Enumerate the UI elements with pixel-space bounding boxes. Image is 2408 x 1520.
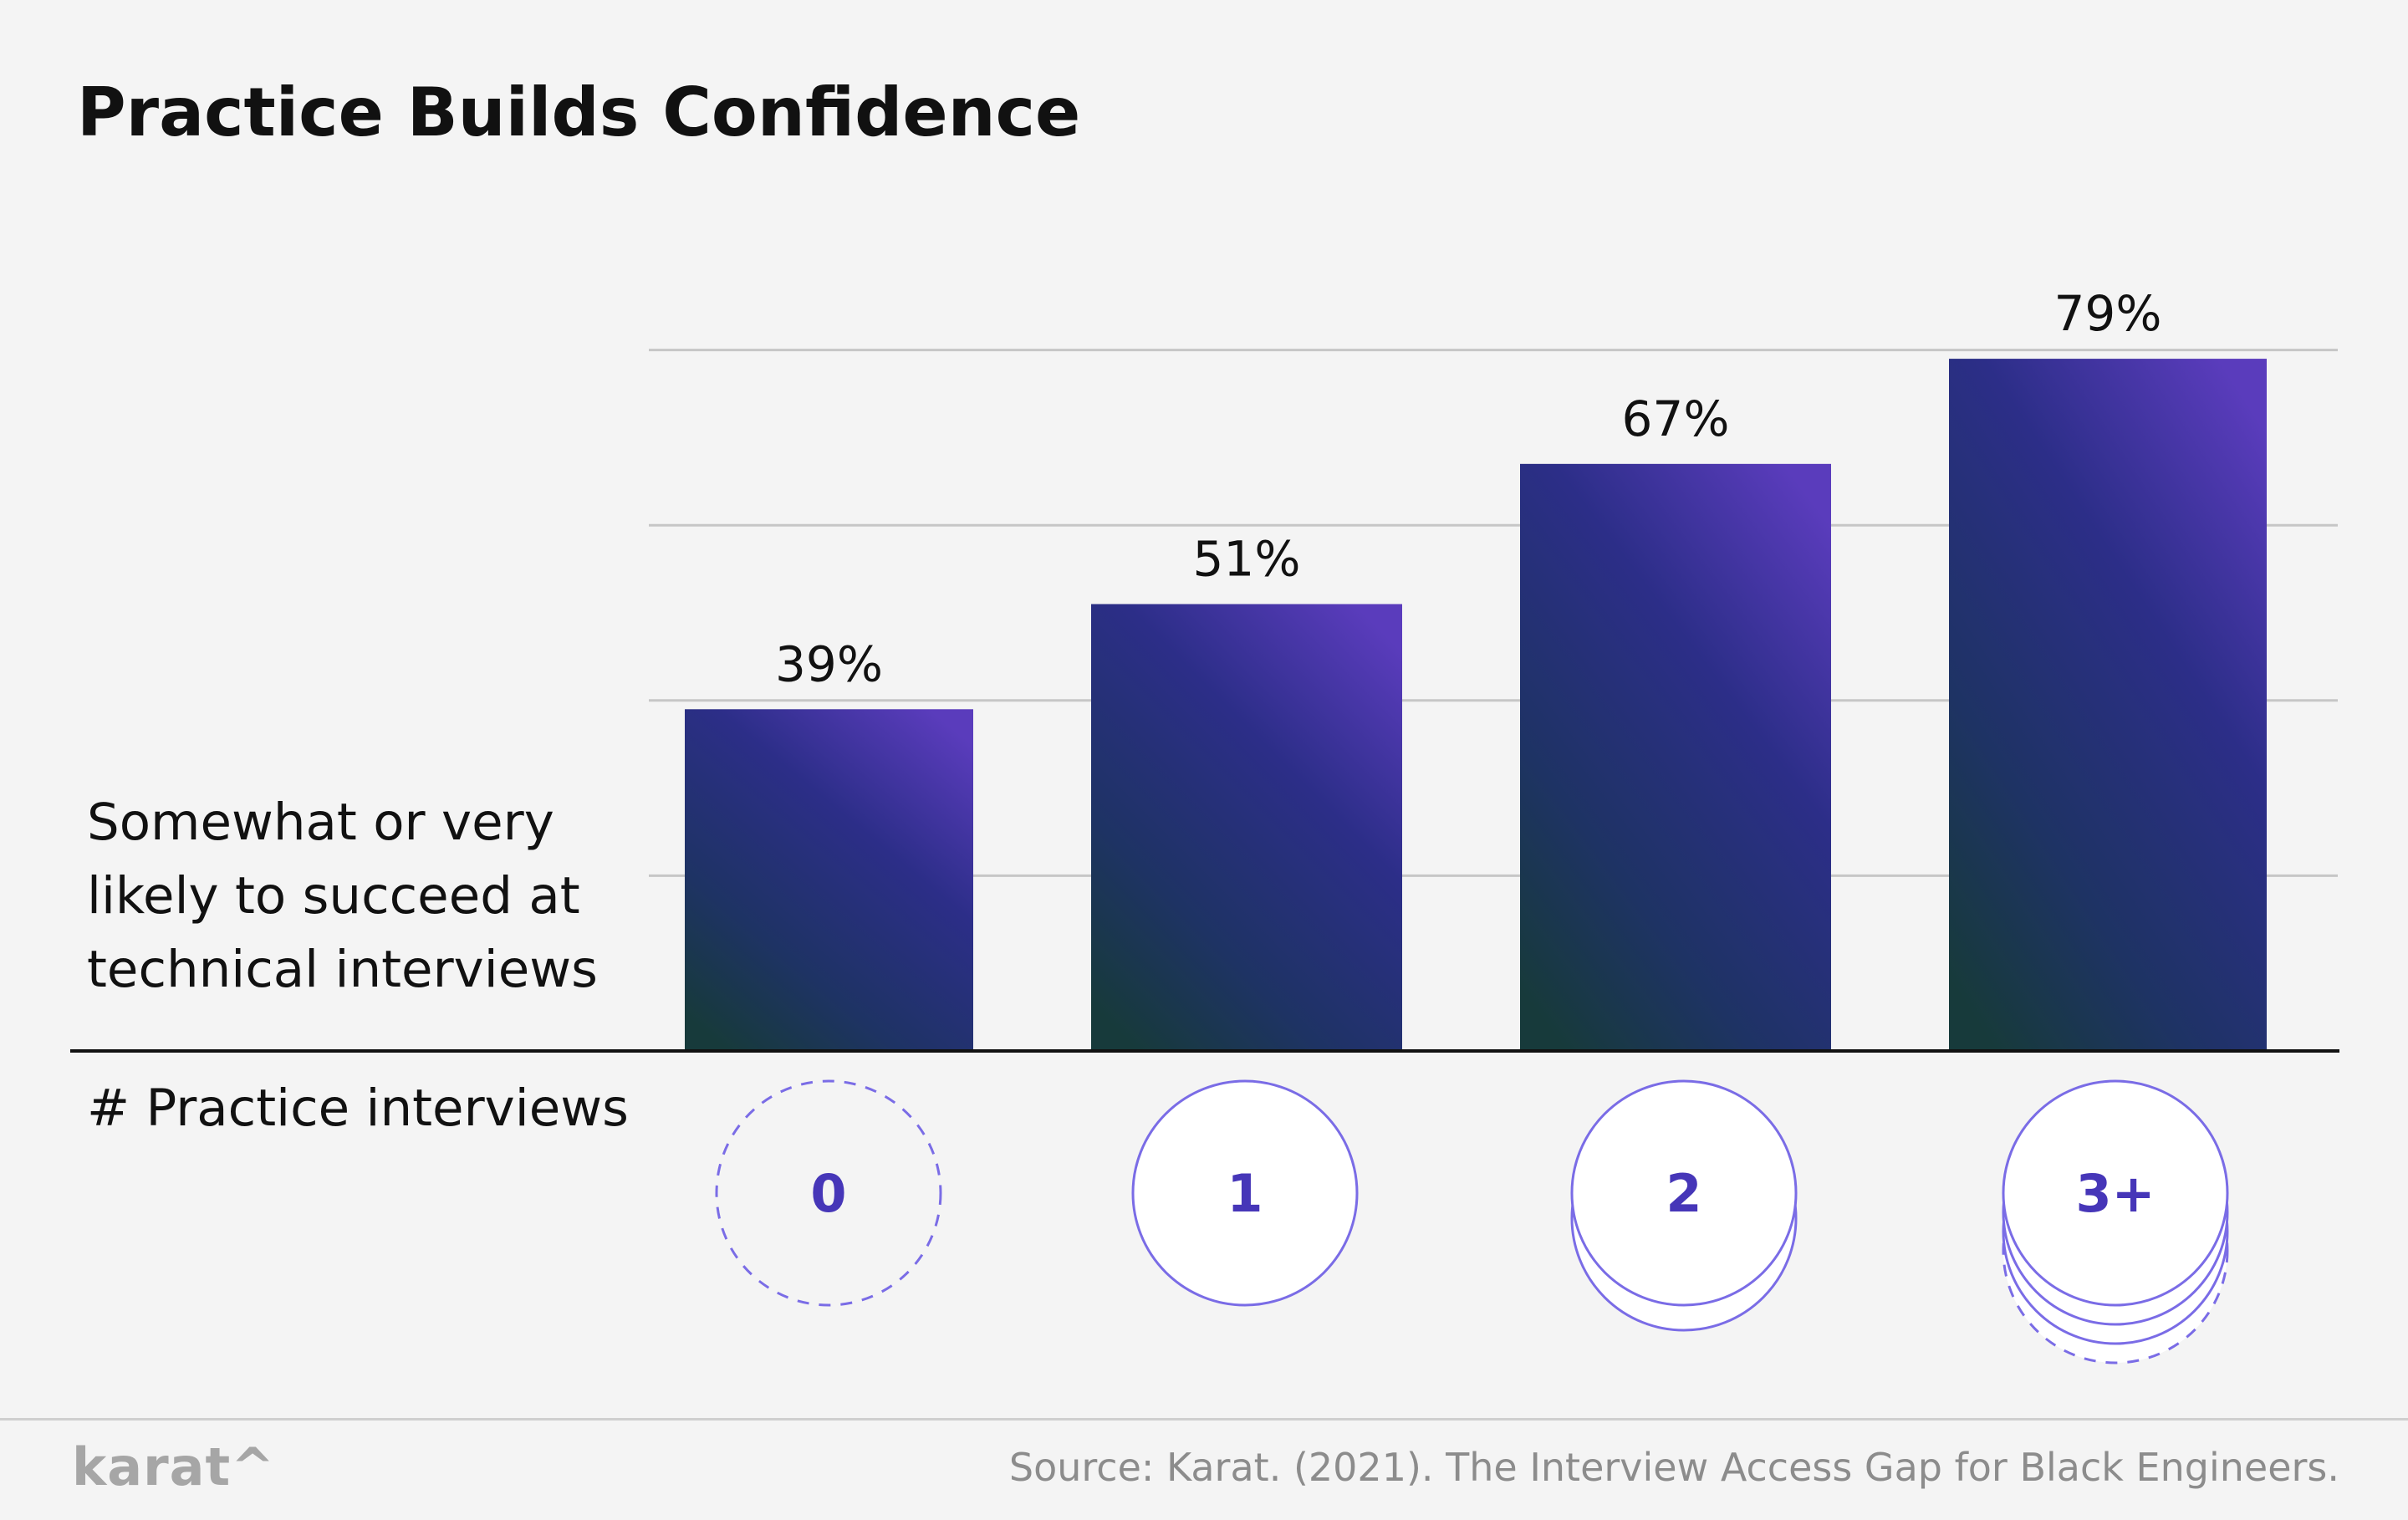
y-axis-label: Somewhat or very likely to succeed at te… (87, 793, 598, 999)
bar-2 (1520, 463, 1831, 1051)
category-label: 3+ (2075, 1163, 2155, 1224)
coin-circle (1131, 1079, 1359, 1307)
bar-1 (1091, 604, 1402, 1051)
category-marker: 1 (1131, 1079, 1359, 1307)
data-label: 79% (2054, 285, 2162, 342)
chart-title: Practice Builds Confidence (77, 74, 1081, 151)
coin-circle (1570, 1079, 1798, 1307)
karat-logo: karat^ (72, 1436, 276, 1497)
bar-3plus (1949, 359, 2267, 1052)
category-marker: 2 (1570, 1079, 1798, 1332)
coin-circle (2002, 1079, 2229, 1307)
data-label: 67% (1622, 390, 1730, 447)
source-citation: Source: Karat. (2021). The Interview Acc… (1008, 1445, 2339, 1490)
bar-0 (685, 709, 973, 1051)
category-marker: 3+ (2002, 1079, 2229, 1364)
x-axis-label: # Practice interviews (87, 1079, 629, 1138)
footer-divider (0, 1418, 2408, 1421)
coin-circle (715, 1079, 942, 1307)
data-label: 51% (1193, 531, 1301, 588)
category-label: 0 (810, 1163, 846, 1224)
category-marker: 0 (715, 1079, 942, 1307)
data-label: 39% (775, 635, 883, 692)
category-label: 2 (1666, 1163, 1701, 1224)
category-label: 1 (1227, 1163, 1263, 1224)
